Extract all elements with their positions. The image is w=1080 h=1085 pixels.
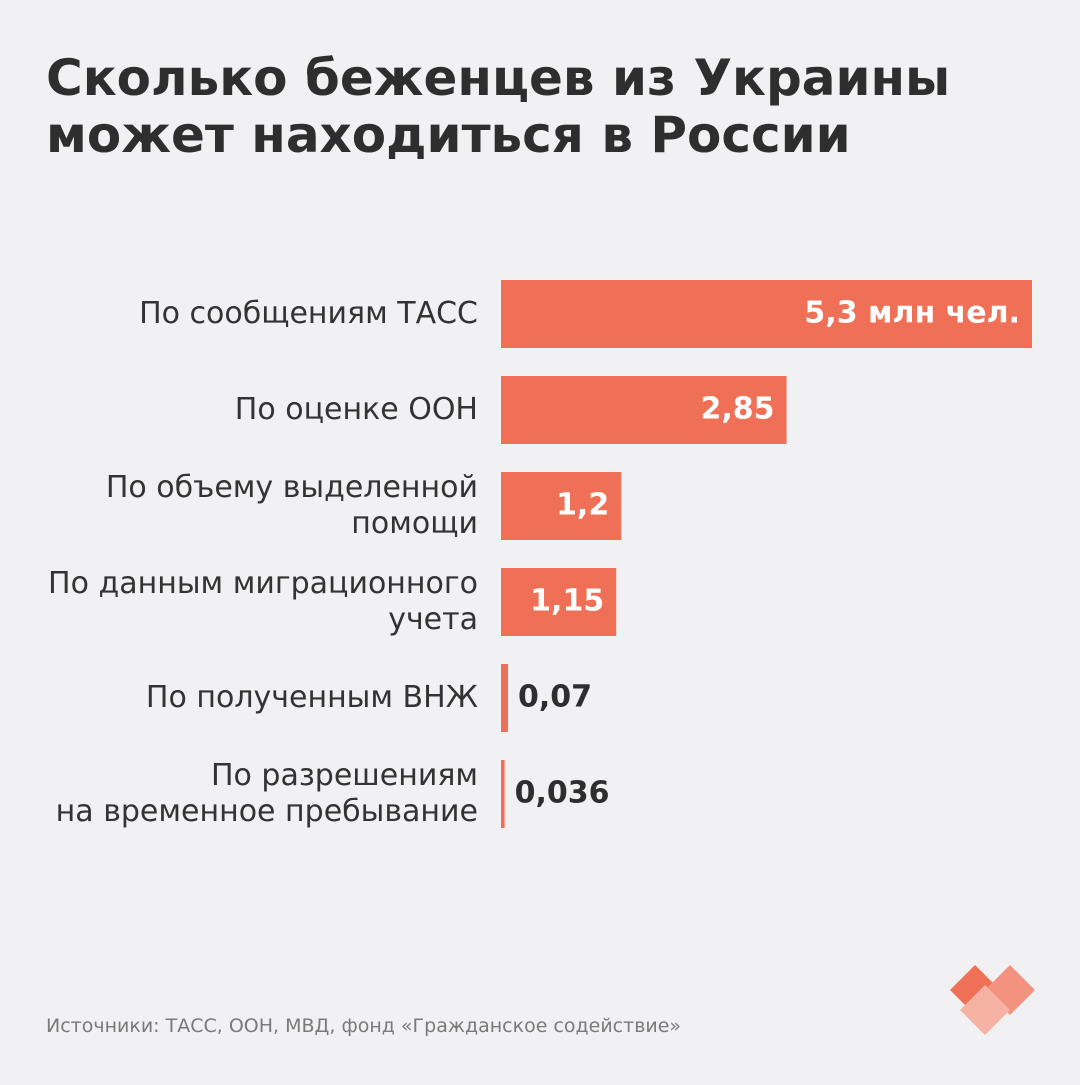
bar bbox=[501, 472, 622, 540]
bar bbox=[501, 568, 617, 636]
bar bbox=[501, 280, 1032, 348]
source: Источники: ТАСС, ООН, МВД, фонд «Граждан… bbox=[46, 1015, 681, 1037]
category-label: По сообщениям ТАСС bbox=[139, 296, 478, 331]
logo bbox=[950, 965, 1035, 1035]
bar bbox=[501, 376, 787, 444]
value-label: 0,07 bbox=[518, 680, 592, 715]
value-label: 1,2 bbox=[556, 488, 609, 523]
chart-title: Сколько беженцев из Украины может находит… bbox=[46, 49, 950, 164]
bar bbox=[501, 664, 509, 732]
bar bbox=[501, 760, 505, 828]
category-label: По полученным ВНЖ bbox=[146, 680, 478, 715]
value-label: 1,15 bbox=[530, 584, 604, 619]
value-label: 0,036 bbox=[515, 776, 610, 811]
category-label: По оценке ООН bbox=[235, 392, 478, 427]
category-label: По объему выделенной помощи bbox=[106, 470, 478, 541]
value-label: 5,3 млн чел. bbox=[804, 296, 1020, 331]
category-label: По данным миграционного учета bbox=[48, 566, 478, 637]
category-label: По разрешениям на временное пребывание bbox=[56, 758, 478, 829]
value-label: 2,85 bbox=[701, 392, 775, 427]
